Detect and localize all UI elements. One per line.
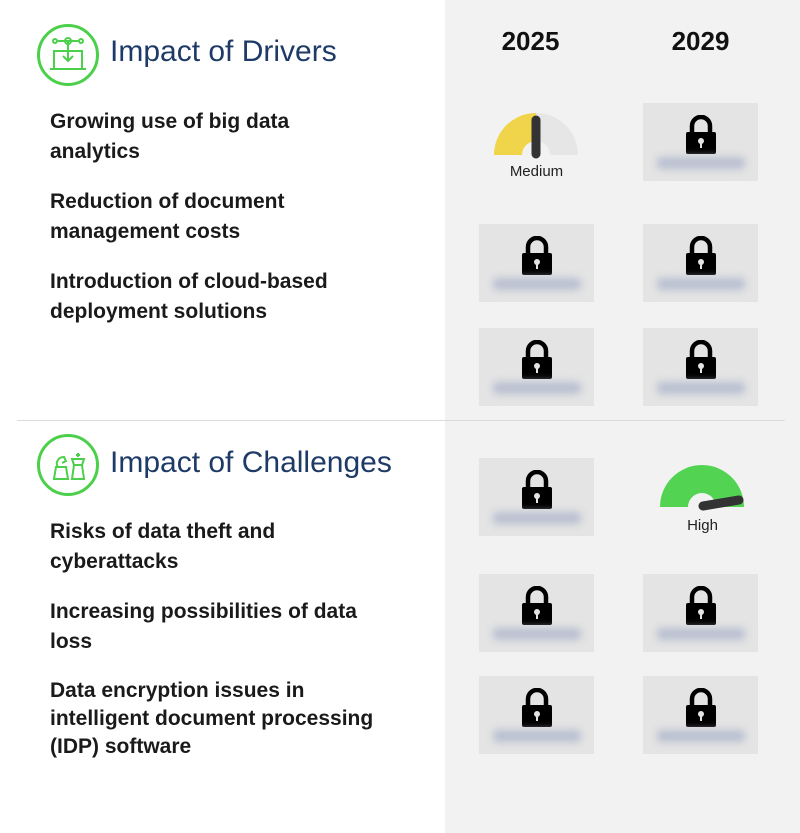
blurred-value — [493, 278, 581, 290]
locked-rating[interactable] — [479, 224, 594, 302]
lock-icon — [522, 470, 552, 509]
locked-rating[interactable] — [479, 328, 594, 406]
driver-item: Introduction of cloud-based deployment s… — [50, 270, 328, 323]
lock-icon — [522, 586, 552, 625]
lock-icon — [522, 340, 552, 379]
drivers-icon — [37, 24, 99, 86]
locked-rating[interactable] — [643, 328, 758, 406]
lock-icon — [686, 586, 716, 625]
lock-icon — [686, 236, 716, 275]
lock-icon — [686, 340, 716, 379]
section-divider — [17, 420, 785, 421]
blurred-value — [657, 157, 745, 169]
challenges-title: Impact of Challenges — [110, 446, 392, 479]
locked-rating[interactable] — [643, 224, 758, 302]
driver-item: Growing use of big data analytics — [50, 110, 290, 163]
lock-icon — [686, 115, 716, 154]
challenge-item: Risks of data theft and cyberattacks — [50, 520, 276, 573]
drivers-title: Impact of Drivers — [110, 35, 337, 68]
blurred-value — [657, 628, 745, 640]
blurred-value — [493, 382, 581, 394]
locked-rating[interactable] — [643, 676, 758, 754]
locked-rating[interactable] — [479, 574, 594, 652]
blurred-value — [493, 730, 581, 742]
gauge-label: High — [687, 517, 718, 534]
challenges-icon — [37, 434, 99, 496]
lock-icon — [686, 688, 716, 727]
blurred-value — [657, 730, 745, 742]
blurred-value — [493, 628, 581, 640]
blurred-value — [657, 278, 745, 290]
column-2025: 2025 — [501, 26, 560, 56]
locked-rating[interactable] — [479, 676, 594, 754]
blurred-value — [493, 512, 581, 524]
locked-rating[interactable] — [479, 458, 594, 536]
column-2029: 2029 — [671, 26, 730, 56]
gauge-label: Medium — [509, 163, 564, 180]
blurred-value — [657, 382, 745, 394]
gauge-medium: Medium — [479, 110, 594, 200]
challenge-item: Increasing possibilities of data loss — [50, 600, 357, 653]
driver-item: Reduction of document management costs — [50, 190, 285, 243]
lock-icon — [522, 236, 552, 275]
locked-rating[interactable] — [643, 574, 758, 652]
lock-icon — [522, 688, 552, 727]
challenge-item: Data encryption issues in intelligent do… — [50, 679, 374, 758]
locked-rating[interactable] — [643, 103, 758, 181]
gauge-high: High — [645, 462, 760, 552]
